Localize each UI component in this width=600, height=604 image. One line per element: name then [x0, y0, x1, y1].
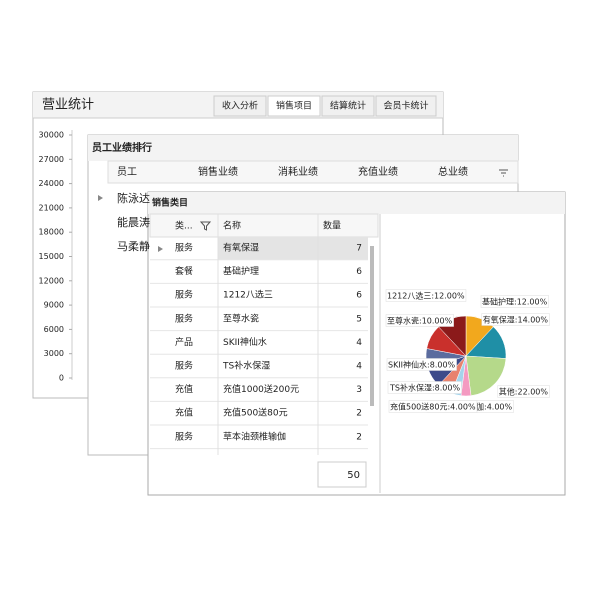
y-tick-label: 9000: [44, 301, 64, 310]
tab-label[interactable]: 结算统计: [330, 100, 366, 112]
cell: 4: [356, 338, 362, 348]
total-box: [317, 461, 367, 488]
column-header: 总业绩: [438, 165, 468, 178]
label-box: [387, 381, 462, 394]
window-title: 员工业绩排行: [92, 141, 152, 154]
cell: SKII神仙水: [223, 336, 267, 348]
cell: 6: [356, 291, 362, 301]
pie-label: SKII神仙水:8.00%: [388, 360, 456, 370]
cell: 1212八选三: [223, 289, 273, 301]
cell: 6: [356, 267, 362, 277]
row-pointer: [158, 246, 163, 252]
cell: 服务: [175, 289, 193, 301]
label-box: [481, 313, 550, 326]
pie-label: 其他:22.00%: [499, 387, 549, 397]
label-box: [385, 289, 467, 302]
cell: 4: [356, 362, 362, 372]
cell: 5: [356, 314, 362, 324]
cell: TS补水保湿: [222, 360, 270, 372]
cell: 马柔静: [117, 239, 150, 253]
column-header: 数量: [323, 220, 341, 232]
cell: 有氧保湿: [223, 242, 259, 254]
cell: 3: [356, 385, 362, 395]
label-box: [497, 385, 550, 398]
cell: 能晨涛: [117, 215, 150, 229]
cell: 充值500送80元: [223, 407, 288, 419]
window-title: 销售类目: [152, 197, 188, 209]
title-bar: [148, 192, 565, 214]
table-header: [107, 160, 519, 184]
pie-label: 基础护理:12.00%: [482, 297, 548, 307]
title-bar: [88, 135, 518, 161]
cell: 2: [356, 432, 362, 442]
pie-label: 有氧保湿:14.00%: [483, 315, 549, 325]
column-header: 消耗业绩: [278, 165, 318, 178]
tab-label[interactable]: 销售项目: [276, 100, 312, 112]
column-header: 类...: [175, 220, 193, 232]
label-box: [386, 358, 457, 371]
pie-label: 充值500送80元:4.00%: [390, 402, 476, 412]
cell: 充值: [175, 383, 193, 395]
cell: 服务: [175, 242, 193, 254]
label-box: [385, 314, 454, 327]
tab[interactable]: [375, 95, 437, 117]
cell: 服务: [175, 312, 193, 324]
tab[interactable]: [213, 95, 267, 117]
cell: 基础护理: [223, 265, 259, 277]
cell: 产品: [175, 336, 193, 348]
row-pointer: [98, 195, 103, 201]
y-tick-label: 27000: [39, 155, 64, 164]
cell: 服务: [175, 430, 193, 442]
filter-icon[interactable]: [499, 169, 508, 177]
y-tick-label: 6000: [44, 325, 64, 334]
selected-row[interactable]: [218, 237, 368, 260]
filter-icon[interactable]: [199, 221, 212, 231]
column-header: 充值业绩: [358, 165, 398, 178]
cell: 陈泳达: [117, 191, 150, 205]
tab[interactable]: [321, 95, 375, 117]
label-box: [388, 400, 478, 413]
y-tick-label: 24000: [39, 179, 64, 188]
cell: 草本油颈椎输伽: [223, 430, 286, 442]
y-tick-label: 18000: [39, 228, 64, 237]
column-header: 名称: [223, 220, 241, 232]
total: 50: [347, 470, 360, 481]
pie-slice: [465, 355, 507, 396]
column-header: 销售业绩: [198, 165, 238, 178]
cell: 7: [356, 244, 362, 254]
tab-label[interactable]: 会员卡统计: [383, 100, 428, 112]
column-header: 员工: [117, 166, 137, 178]
scrollbar[interactable]: [370, 246, 374, 406]
cell: 服务: [175, 360, 193, 372]
y-tick-label: 15000: [39, 252, 64, 261]
label-box: [480, 295, 549, 308]
pie-label: 1212八选三:12.00%: [387, 291, 465, 301]
cell: 充值1000送200元: [223, 383, 299, 395]
cell: 套餐: [175, 265, 193, 277]
pie-label: 至尊水瓷:10.00%: [387, 316, 453, 326]
cell: 至尊水瓷: [223, 312, 259, 324]
pie-label: TS补水保湿:8.00%: [389, 383, 460, 393]
y-tick-label: 0: [59, 374, 64, 383]
y-tick-label: 3000: [44, 349, 64, 358]
cell: 2: [356, 409, 362, 419]
tab[interactable]: [267, 95, 321, 117]
y-tick-label: 21000: [39, 203, 64, 212]
y-tick-label: 12000: [39, 276, 64, 285]
tab-label[interactable]: 收入分析: [222, 100, 258, 112]
window-title: 营业统计: [42, 98, 94, 113]
y-tick-label: 30000: [39, 131, 64, 140]
cell: 充值: [175, 407, 193, 419]
